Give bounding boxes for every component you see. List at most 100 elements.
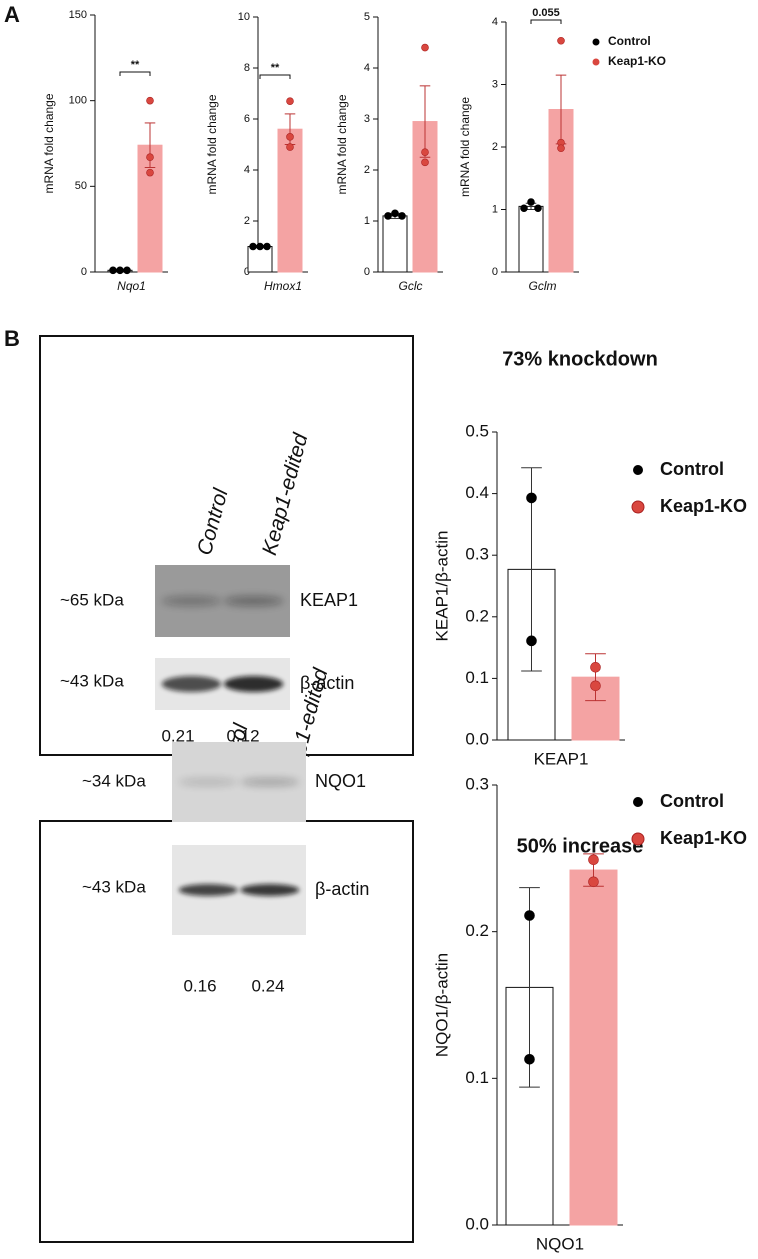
y-axis-label: mRNA fold change [458,97,472,197]
y-tick-label: 0.1 [465,1068,489,1087]
y-tick-label: 150 [69,9,87,21]
data-point [109,266,117,275]
y-tick-label: 8 [244,62,250,74]
data-point [286,133,294,141]
y-tick-label: 2 [364,164,370,176]
legend-marker [631,832,645,846]
data-point [526,635,537,647]
panel-label: A [4,2,20,27]
y-tick-label: 4 [364,62,370,74]
y-tick-label: 50 [75,180,87,192]
kda-label: ~43 kDa [82,877,146,896]
blot-band [178,778,238,786]
data-point [421,43,429,52]
blot-band [223,676,284,692]
legend-marker [592,38,600,46]
data-point [286,97,294,105]
data-point [384,212,392,220]
y-tick-label: 6 [244,113,250,125]
y-tick-label: 10 [238,11,250,23]
kda-label: ~43 kDa [60,671,124,690]
y-tick-label: 0.1 [465,668,489,687]
legend-label: Control [660,791,724,811]
data-point [146,153,154,162]
protein-label: β-actin [300,673,354,693]
x-axis-label: Hmox1 [264,279,302,293]
blot-band [178,884,238,896]
data-point [146,96,154,105]
kda-label: ~34 kDa [82,771,146,790]
data-point [534,204,542,213]
data-point [590,680,601,692]
significance-bracket [119,71,151,76]
y-tick-label: 0.2 [465,606,489,625]
significance-label: ** [271,62,280,74]
x-axis-label: Gclc [399,279,423,293]
data-point [286,143,294,151]
x-axis-label: Nqo1 [117,279,146,293]
error-bar [585,653,606,702]
chart-title: 73% knockdown [502,348,658,370]
y-tick-label: 1 [492,203,498,215]
x-axis-label: Gclm [529,279,557,293]
y-tick-label: 4 [244,164,250,176]
data-point [557,144,565,153]
y-tick-label: 0.0 [465,1214,489,1233]
data-point [391,209,399,218]
blot-band [240,778,300,786]
data-point [557,36,565,45]
data-point [588,876,599,888]
chart-title: 50% increase [517,835,644,857]
significance-bracket [530,19,562,24]
y-tick-label: 1 [364,215,370,227]
data-point [398,212,406,220]
y-tick-label: 0.3 [465,545,489,564]
data-point [263,242,271,251]
blot-band [223,596,284,606]
bar [569,869,618,1226]
y-axis-label: mRNA fold change [335,94,349,194]
legend-marker [633,465,643,475]
y-axis-label: mRNA fold change [205,94,219,194]
quant-label: 0.16 [183,976,216,995]
data-point [249,242,257,251]
data-point [526,492,537,504]
legend-marker [592,58,600,66]
panel-label: B [4,326,20,351]
data-point [123,266,131,275]
data-point [421,148,429,156]
legend-marker [633,797,643,807]
y-tick-label: 0.5 [465,421,489,440]
data-point [421,158,429,167]
data-point [256,242,264,251]
significance-bracket [259,74,291,79]
bar [518,205,544,273]
legend-label: Control [660,459,724,479]
legend-label: Keap1-KO [608,54,666,68]
y-tick-label: 0.0 [465,729,489,748]
quant-label: 0.24 [251,976,284,995]
bar [277,128,303,273]
error-bar [519,887,540,1088]
significance-label: 0.055 [532,7,560,19]
y-tick-label: 0.4 [465,483,489,502]
y-tick-label: 4 [492,16,498,28]
lane-label: Control [193,485,233,558]
y-tick-label: 0.2 [465,921,489,940]
bar [382,215,408,273]
legend-label: Control [608,34,651,48]
protein-label: NQO1 [315,771,366,791]
y-tick-label: 0.3 [465,774,489,793]
data-point [588,854,599,866]
blot-band [161,596,222,606]
y-tick-label: 2 [244,215,250,227]
data-point [116,266,124,275]
error-bar [419,85,431,158]
y-tick-label: 0 [81,266,87,278]
quant-label: 0.21 [161,726,194,745]
y-axis-label: NQO1/β-actin [432,953,451,1057]
y-tick-label: 100 [69,95,87,107]
data-point [527,198,535,206]
blot-band [240,884,300,896]
